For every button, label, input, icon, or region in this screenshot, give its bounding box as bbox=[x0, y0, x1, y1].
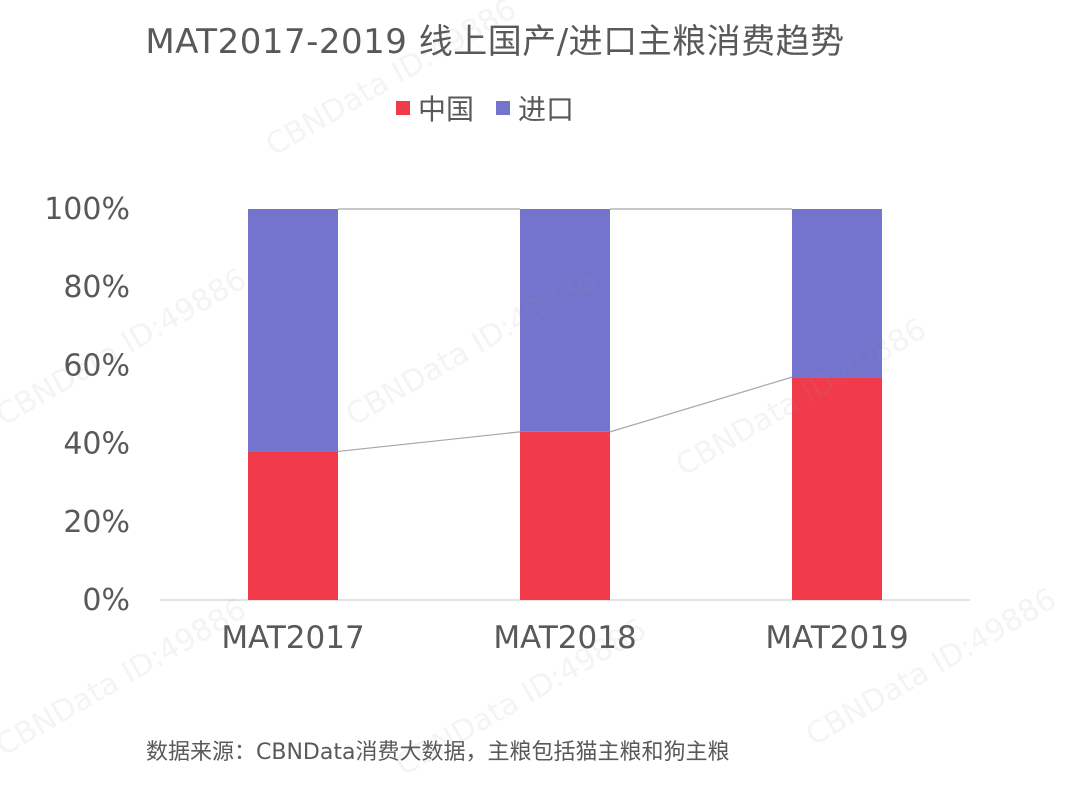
legend-item-import: 进口 bbox=[496, 88, 574, 128]
chart-title: MAT2017-2019 线上国产/进口主粮消费趋势 bbox=[145, 22, 845, 62]
y-tick-label: 60% bbox=[63, 348, 130, 383]
source-note: 数据来源：CBNData消费大数据，主粮包括猫主粮和狗主粮 bbox=[146, 740, 730, 765]
bar-segment-china bbox=[520, 431, 610, 600]
bar-segment-import bbox=[792, 209, 882, 378]
x-tick-label: MAT2019 bbox=[765, 620, 908, 656]
legend-label-china: 中国 bbox=[418, 93, 475, 126]
legend-label-import: 进口 bbox=[518, 93, 575, 126]
y-tick-label: 40% bbox=[63, 427, 130, 462]
chart-legend: 中国 进口 bbox=[396, 88, 596, 128]
y-tick-label: 100% bbox=[44, 192, 130, 227]
series-connector-line bbox=[337, 431, 521, 453]
bar-segment-china bbox=[792, 377, 882, 600]
bar-segment-china bbox=[248, 451, 338, 600]
legend-swatch-china bbox=[396, 101, 410, 115]
bar-segment-import bbox=[248, 209, 338, 452]
y-tick-label: 20% bbox=[63, 505, 130, 540]
bar-segment-import bbox=[520, 209, 610, 432]
legend-item-china: 中国 bbox=[396, 88, 474, 128]
legend-swatch-import bbox=[496, 101, 511, 115]
series-connector-line bbox=[609, 376, 793, 433]
y-tick-label: 80% bbox=[63, 270, 130, 305]
y-tick-label: 0% bbox=[82, 583, 130, 618]
x-tick-label: MAT2017 bbox=[221, 620, 364, 656]
x-tick-label: MAT2018 bbox=[493, 620, 636, 656]
